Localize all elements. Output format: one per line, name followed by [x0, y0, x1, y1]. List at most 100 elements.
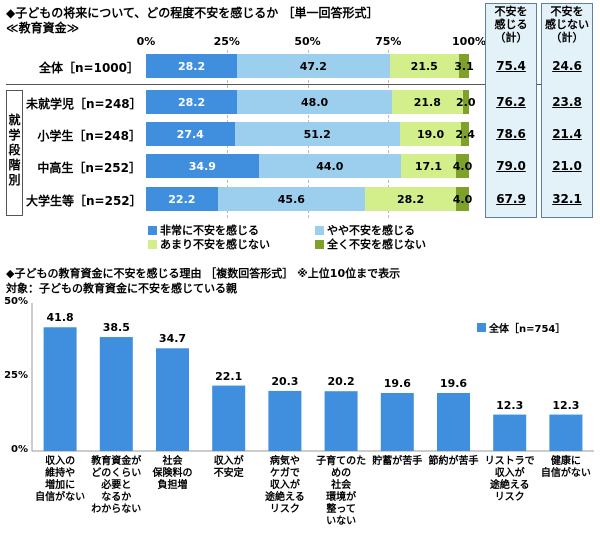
bar-value-label: 51.2 [303, 127, 331, 141]
bar-value-label: 44.0 [316, 159, 344, 173]
x-category-label: 貯蓄が苦手 [372, 456, 423, 467]
bar-value-label: 2.4 [455, 127, 475, 141]
x-category-label: 節約が苦手 [428, 456, 479, 467]
bar-segment: 21.8 [392, 90, 463, 114]
bar-value-label: 34.9 [188, 159, 216, 173]
bar-value-label: 22.1 [215, 369, 243, 383]
total-not-anxious-value: 23.8 [552, 95, 582, 109]
legend-label: あまり不安を感じない [160, 238, 270, 251]
chart1-subtitle: ≪教育資金≫ [6, 21, 80, 35]
y-tick-label: 25% [4, 370, 28, 381]
total-anxious-value: 78.6 [496, 127, 526, 141]
bar-value-label: 48.0 [301, 95, 329, 109]
legend-swatch [315, 225, 324, 235]
legend-item: あまり不安を感じない [148, 236, 270, 252]
chart2-legend: 全体［n=754］ [477, 320, 565, 335]
bar [268, 390, 302, 451]
bar-segment: 22.2 [146, 187, 218, 211]
bar [156, 348, 189, 451]
bar-value-label: 21.8 [413, 95, 441, 109]
bar [437, 392, 470, 451]
bar-value-label: 47.2 [299, 59, 327, 73]
bar-value-label: 34.7 [158, 332, 187, 346]
legend-label: 全体［n=754］ [489, 324, 566, 335]
x-category-label: 健康に 自信がない [540, 456, 591, 479]
chart2-subtitle: 対象：子どもの教育資金に不安を感じている親 [6, 282, 237, 295]
bar-value-label: 38.5 [102, 321, 130, 335]
chart1-title: ◆子どもの将来について、どの程度不安を感じるか ［単一回答形式］ [6, 6, 379, 20]
legend-label: 非常に不安を感じる [160, 224, 259, 237]
bar-value-label: 45.6 [277, 192, 305, 206]
bar-segment: 28.2 [364, 187, 457, 211]
bar-segment: 28.2 [146, 90, 238, 114]
bar-segment: 19.0 [399, 122, 462, 146]
bar-value-label: 19.6 [383, 376, 411, 390]
group-label-box: 就学段階別 [6, 90, 23, 216]
bar-value-label: 12.3 [552, 398, 580, 412]
total-anxious-column [485, 3, 537, 218]
bar-value-label: 21.5 [410, 59, 438, 73]
x-tick-label: 50% [294, 35, 321, 48]
total-not-anxious-value: 21.0 [552, 159, 582, 173]
bar-value-label: 22.2 [168, 192, 196, 206]
bar-value-label: 3.1 [454, 59, 474, 73]
y-tick-label: 50% [4, 296, 28, 307]
total-anxious-header: 不安を 感じる （計） [494, 5, 528, 44]
total-anxious-value: 76.2 [496, 95, 526, 109]
bar-value-label: 19.6 [439, 376, 468, 390]
bar-segment: 2.4 [455, 122, 475, 146]
legend-swatch [315, 239, 324, 249]
x-tick-label: 25% [213, 35, 240, 48]
total-not-anxious-header: 不安を 感じない （計） [545, 5, 589, 44]
bar-segment: 27.4 [146, 122, 235, 146]
row-label: 大学生等［n=252］ [26, 194, 142, 208]
bar-value-label: 41.8 [46, 311, 74, 325]
stacked-bar: 28.2 47.2 21.5 3.1 [146, 54, 474, 78]
total-not-anxious-value: 32.1 [552, 192, 582, 206]
stacked-bar: 27.4 51.2 19.0 2.4 [146, 122, 475, 146]
bar-segment: 47.2 [237, 54, 390, 78]
bar [212, 385, 246, 451]
stacked-bar: 22.2 45.6 28.2 4.0 [146, 187, 472, 211]
total-not-anxious-column [541, 3, 593, 218]
total-anxious-value: 79.0 [496, 159, 526, 173]
row-label: 未就学児［n=248］ [26, 97, 142, 111]
bar [99, 337, 133, 451]
bar-value-label: 28.2 [177, 59, 206, 73]
bar-segment: 45.6 [217, 187, 365, 211]
total-not-anxious-value: 24.6 [552, 59, 582, 73]
bar-value-label: 20.2 [327, 375, 355, 389]
total-anxious-value: 75.4 [496, 59, 526, 73]
bar-value-label: 19.0 [416, 127, 445, 141]
bar-value-label: 28.2 [177, 95, 206, 109]
x-category-label: リストラで 収入が 途絶える リスク [484, 456, 535, 503]
x-tick-label: 0% [136, 35, 156, 48]
total-not-anxious-value: 21.4 [552, 127, 582, 141]
bar-value-label: 20.3 [271, 374, 299, 388]
bar-segment: 28.2 [146, 54, 238, 78]
bar-value-label: 28.2 [396, 192, 425, 206]
x-category-label: 収入が 不安定 [213, 456, 244, 479]
bar-segment: 48.0 [237, 90, 393, 114]
bar [549, 414, 583, 451]
x-category-label: 子育てのための 社会 環境が 整って いない [316, 456, 367, 527]
legend-label: やや不安を感じる [327, 224, 415, 237]
stacked-bar: 34.9 44.0 17.1 4.0 [146, 154, 472, 178]
bar-segment: 51.2 [234, 122, 400, 146]
x-category-label: 社会 保険料の 負担増 [152, 456, 193, 491]
bar-segment: 4.0 [453, 154, 472, 178]
bar-segment: 17.1 [400, 154, 457, 178]
bar-segment: 3.1 [454, 54, 474, 78]
stacked-bar: 28.2 48.0 21.8 2.0 [146, 90, 476, 114]
x-tick-label: 75% [375, 35, 402, 48]
legend-swatch [148, 225, 157, 235]
legend-label: 全く不安を感じない [327, 238, 426, 251]
chart2-title: ◆子どもの教育資金に不安を感じる理由 ［複数回答形式］ ※上位10位まで表示 [6, 267, 401, 280]
row-separator [6, 84, 593, 85]
group-label: 就学段階別 [8, 113, 21, 187]
x-category-label: 収入の 維持や 増加に 自信がない [35, 456, 86, 503]
legend-swatch [148, 239, 157, 249]
bar-segment: 21.5 [389, 54, 459, 78]
bar-value-label: 12.3 [496, 398, 524, 412]
